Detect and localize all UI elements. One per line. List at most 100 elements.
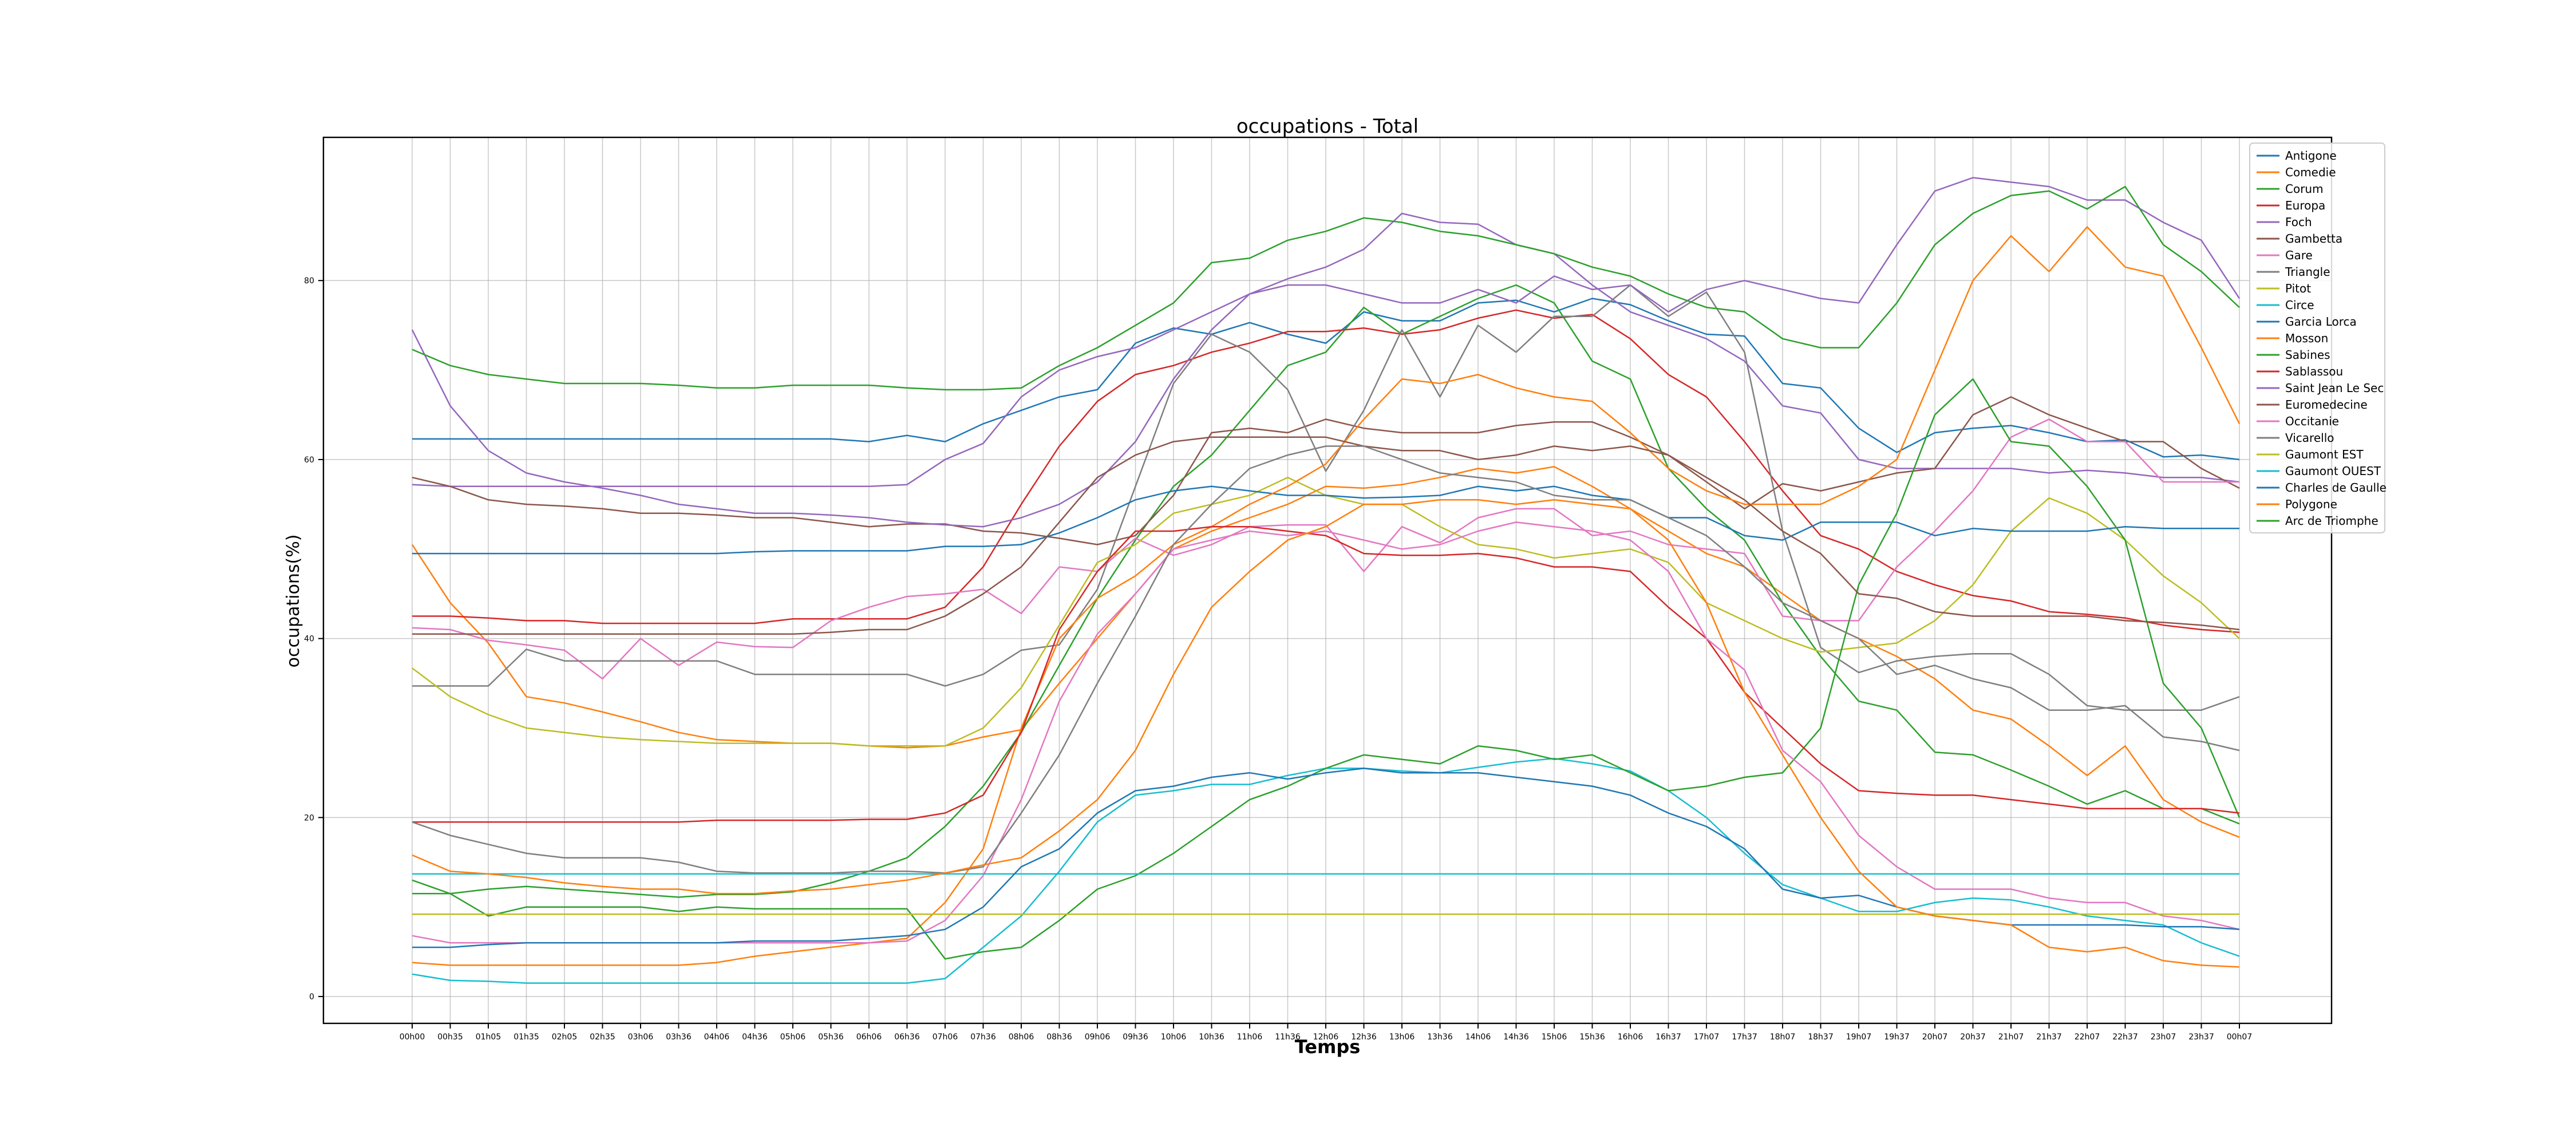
y-tick-label: 0: [309, 992, 314, 1002]
x-tick-label: 18h37: [1808, 1033, 1834, 1042]
legend-label: Occitanie: [2285, 414, 2339, 428]
x-tick-label: 00h35: [437, 1033, 463, 1042]
series-line: [412, 436, 2240, 635]
x-tick-label: 03h36: [666, 1033, 692, 1042]
x-tick-label: 21h37: [2036, 1033, 2062, 1042]
x-tick-label: 02h35: [590, 1033, 615, 1042]
series-line: [412, 298, 2240, 461]
gridlines: [323, 137, 2332, 1023]
x-tick-label: 16h37: [1656, 1033, 1681, 1042]
x-tick-label: 19h07: [1846, 1033, 1872, 1042]
x-tick-label: 21h07: [1998, 1033, 2024, 1042]
legend-label: Saint Jean Le Sec: [2285, 381, 2384, 395]
x-tick-label: 10h36: [1199, 1033, 1224, 1042]
x-tick-label: 23h37: [2188, 1033, 2214, 1042]
x-tick-label: 09h36: [1123, 1033, 1148, 1042]
x-tick-label: 13h06: [1389, 1033, 1415, 1042]
x-tick-label: 00h00: [400, 1033, 425, 1042]
legend-label: Europa: [2285, 199, 2325, 212]
x-tick-label: 01h35: [513, 1033, 539, 1042]
legend-label: Antigone: [2285, 149, 2337, 163]
x-tick-label: 02h05: [552, 1033, 578, 1042]
legend-label: Polygone: [2285, 497, 2337, 511]
legend-label: Arc de Triomphe: [2285, 514, 2379, 528]
series-line: [412, 445, 2240, 874]
x-tick-label: 20h37: [1960, 1033, 1986, 1042]
x-tick-label: 12h06: [1313, 1033, 1339, 1042]
legend-label: Gare: [2285, 248, 2313, 262]
chart-title: occupations - Total: [1236, 115, 1419, 138]
series-line: [412, 525, 2240, 823]
legend: Antigone Comedie Corum Europa Foch Gambetta Ga…: [2249, 143, 2387, 533]
series-line: [412, 378, 2241, 960]
legend-label: Gambetta: [2285, 232, 2342, 246]
x-tick-label: 03h06: [628, 1033, 654, 1042]
x-tick-label: 20h07: [1922, 1033, 1948, 1042]
x-tick-label: 05h06: [780, 1033, 806, 1042]
y-tick-label: 60: [304, 456, 314, 465]
x-tick-label: 16h06: [1618, 1033, 1643, 1042]
x-tick-label: 08h06: [1009, 1033, 1034, 1042]
x-tick-label: 15h06: [1542, 1033, 1567, 1042]
x-tick-label: 23h07: [2151, 1033, 2176, 1042]
series-line: [412, 485, 2239, 555]
legend-label: Sablassou: [2285, 365, 2343, 378]
x-tick-label: 06h06: [856, 1033, 882, 1042]
x-tick-label: 10h06: [1161, 1033, 1187, 1042]
legend-label: Charles de Gaulle: [2285, 481, 2387, 495]
x-tick-label: 04h36: [742, 1033, 768, 1042]
x-tick-label: 17h37: [1732, 1033, 1757, 1042]
x-tick-label: 18h07: [1770, 1033, 1796, 1042]
series-line: [412, 226, 2241, 966]
x-tick-label: 01h05: [476, 1033, 501, 1042]
legend-label: Triangle: [2285, 265, 2330, 279]
plot-area-frame: [322, 136, 2333, 1025]
series-line: [412, 284, 2240, 711]
legend-label: Mosson: [2285, 331, 2328, 345]
x-tick-label: 15h36: [1579, 1033, 1605, 1042]
x-tick-label: 06h36: [894, 1033, 920, 1042]
legend-label: Sabines: [2285, 348, 2330, 362]
x-tick-label: 11h36: [1275, 1033, 1301, 1042]
series-line: [412, 396, 2240, 545]
x-tick-label: 22h07: [2075, 1033, 2100, 1042]
x-tick-label: 07h36: [970, 1033, 996, 1042]
legend-frame: [2249, 143, 2385, 533]
series-line: [411, 177, 2241, 528]
x-tick-label: 17h07: [1694, 1033, 1720, 1042]
series-line: [412, 418, 2239, 680]
x-tick-label: 14h36: [1503, 1033, 1529, 1042]
x-tick-label: 08h36: [1046, 1033, 1072, 1042]
x-tick-label: 22h37: [2112, 1033, 2138, 1042]
x-tick-label: 14h06: [1465, 1033, 1491, 1042]
x-axis-label: Temps: [1295, 1036, 1361, 1058]
y-tick-label: 80: [304, 276, 314, 286]
legend-label: Pitot: [2285, 282, 2311, 295]
series-line: [412, 185, 2240, 391]
x-tick-label: 00h07: [2227, 1033, 2253, 1042]
x-tick-label: 19h37: [1884, 1033, 1910, 1042]
series-line: [411, 466, 2240, 838]
legend-label: Gaumont OUEST: [2285, 464, 2381, 478]
legend-label: Euromedecine: [2285, 398, 2368, 412]
x-tick-label: 13h36: [1427, 1033, 1453, 1042]
legend-label: Corum: [2285, 182, 2324, 196]
series-line: [412, 309, 2240, 633]
x-tick-label: 07h06: [933, 1033, 958, 1042]
x-tick-label: 04h06: [704, 1033, 730, 1042]
x-tick-label: 12h36: [1351, 1033, 1377, 1042]
axis-ticks: 00h00 00h35 01h05 01h35 02h05 02h35 03h06 03h36…: [304, 276, 2252, 1042]
legend-label: Gaumont EST: [2285, 448, 2364, 461]
legend-label: Comedie: [2285, 165, 2336, 179]
series-line: [412, 499, 2240, 968]
x-tick-label: 05h36: [818, 1033, 844, 1042]
y-axis-label: occupations(%): [283, 535, 303, 668]
legend-label: Foch: [2285, 215, 2312, 229]
legend-label: Garcia Lorca: [2285, 315, 2357, 329]
y-tick-label: 40: [304, 635, 314, 644]
y-tick-label: 20: [304, 813, 314, 822]
legend-label: Circe: [2285, 298, 2314, 312]
x-tick-label: 09h06: [1085, 1033, 1111, 1042]
